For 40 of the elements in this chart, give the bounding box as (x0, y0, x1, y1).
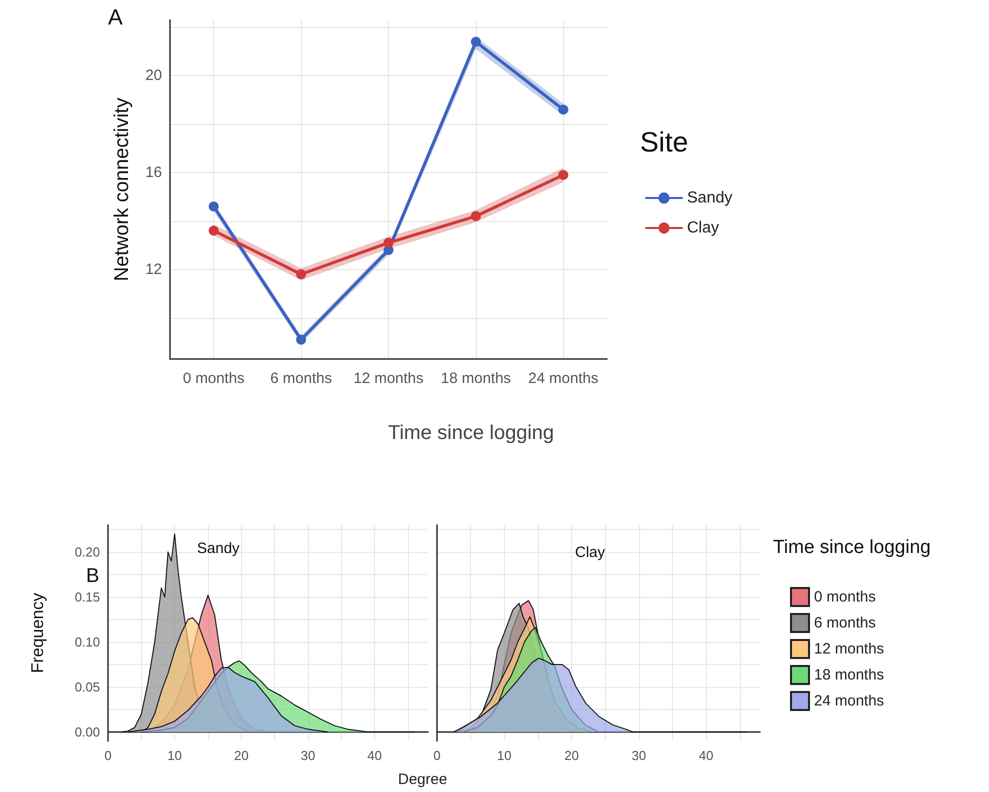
text: A (108, 4, 123, 30)
x-tick-label: 30 (300, 748, 316, 763)
x-tick-label: 12 months (353, 370, 424, 387)
legend-label: Sandy (687, 190, 732, 206)
y-tick-label: 12 (145, 260, 162, 278)
y-tick-label: 20 (145, 67, 162, 84)
x-tick-label: 30 (632, 748, 646, 763)
x-tick-label: 10 (497, 748, 512, 763)
legend-label: 0 months (814, 588, 876, 606)
x-tick-label: 0 (104, 748, 112, 763)
x-tick-label: 18 months (440, 370, 511, 387)
legend-label: 18 months (814, 666, 884, 684)
text: B (86, 565, 100, 587)
x-tick-label: 20 (564, 748, 579, 763)
text: Clay (575, 544, 606, 561)
x-tick-label: 40 (367, 748, 382, 763)
legend-title: Site (640, 126, 688, 158)
legend-title: Time since logging (773, 537, 931, 558)
y-tick-label: 0.00 (74, 724, 100, 740)
x-axis-title: Time since logging (388, 422, 554, 444)
x-tick-label: 10 (167, 748, 182, 763)
y-axis-title: Network connectivity (111, 98, 133, 282)
legend-label: 12 months (814, 640, 884, 658)
legend-label: 6 months (814, 614, 876, 632)
y-tick-label: 16 (145, 164, 162, 182)
x-tick-label: 0 months (182, 370, 245, 387)
y-tick-label: 0.05 (74, 680, 100, 694)
x-tick-label: 24 months (528, 370, 598, 387)
y-tick-label: 0.10 (74, 634, 100, 650)
x-tick-label: 40 (698, 748, 714, 763)
x-tick-label: 6 months (270, 370, 332, 387)
x-tick-label: 20 (234, 748, 249, 763)
y-axis-title: Frequency (28, 592, 47, 674)
y-tick-label: 0.20 (74, 544, 100, 560)
y-tick-label: 0.15 (74, 590, 100, 604)
x-tick-label: 0 (433, 748, 441, 763)
x-axis-title: Degree (398, 771, 448, 788)
legend-label: Clay (687, 220, 720, 236)
text: Sandy (197, 540, 240, 557)
legend-label: 24 months (814, 692, 884, 710)
